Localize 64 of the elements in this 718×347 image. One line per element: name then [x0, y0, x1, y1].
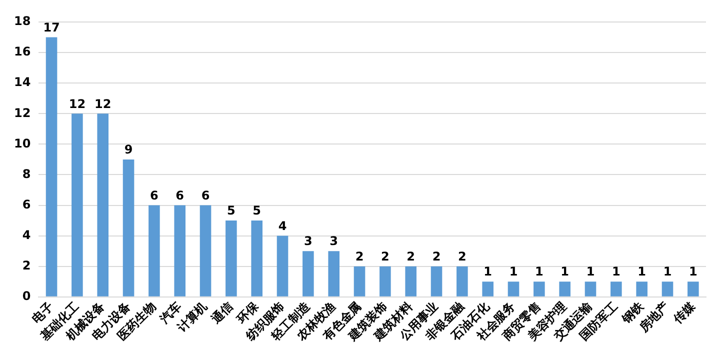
- y-tick-label: 18: [14, 14, 31, 28]
- bar: [328, 251, 340, 296]
- data-label: 1: [663, 264, 672, 279]
- bar: [688, 282, 699, 296]
- y-tick-label: 6: [22, 197, 31, 212]
- data-label: 1: [509, 264, 518, 279]
- bar: [72, 114, 83, 296]
- y-tick-label: 10: [14, 136, 31, 150]
- data-label: 1: [638, 264, 646, 279]
- bar: [354, 266, 366, 296]
- y-tick-label: 8: [22, 166, 31, 181]
- bar: [148, 205, 160, 296]
- y-tick-label: 14: [14, 75, 31, 90]
- data-label: 9: [124, 142, 133, 157]
- bar: [662, 282, 674, 296]
- data-label: 1: [586, 264, 595, 279]
- bar: [405, 266, 416, 296]
- bar: [559, 282, 570, 296]
- data-label: 6: [176, 188, 184, 202]
- bar: [584, 282, 596, 296]
- data-label: 3: [330, 234, 338, 248]
- bar: [636, 282, 648, 296]
- data-label: 2: [406, 249, 416, 264]
- bar: [122, 159, 134, 296]
- bar: [251, 220, 262, 296]
- data-label: 2: [458, 249, 466, 264]
- bar: [302, 251, 314, 296]
- y-tick-label: 0: [22, 289, 31, 303]
- y-tick-label: 16: [14, 44, 31, 59]
- bar: [534, 282, 545, 296]
- bar: [482, 282, 494, 296]
- bar: [456, 266, 468, 296]
- data-label: 5: [227, 204, 236, 218]
- bar: [226, 220, 237, 296]
- data-label: 5: [252, 204, 262, 218]
- y-tick-label: 12: [14, 106, 31, 120]
- y-tick-label: 4: [22, 228, 31, 242]
- y-tick-label: 2: [22, 258, 31, 272]
- data-label: 1: [560, 264, 570, 279]
- x-tick-label: 传媒: [670, 298, 698, 327]
- data-label: 6: [150, 188, 158, 202]
- data-label: 4: [278, 218, 287, 233]
- bar: [276, 236, 288, 296]
- data-label: 1: [484, 264, 492, 279]
- bar: [97, 114, 109, 296]
- data-label: 3: [304, 234, 312, 248]
- data-label: 2: [355, 249, 364, 264]
- bar: [200, 205, 212, 296]
- x-tick-label: 通信: [208, 299, 236, 327]
- data-label: 12: [68, 96, 86, 111]
- data-label: 2: [381, 249, 390, 264]
- data-label: 17: [43, 20, 60, 34]
- data-label: 12: [94, 96, 112, 111]
- data-label: 1: [534, 264, 544, 279]
- data-label: 2: [432, 249, 441, 264]
- bar: [174, 205, 186, 296]
- data-label: 1: [688, 264, 698, 279]
- data-label: 6: [201, 188, 210, 202]
- bar: [46, 37, 58, 296]
- data-label: 1: [612, 264, 620, 279]
- bar: [508, 282, 520, 296]
- bar: [610, 282, 622, 296]
- bar: [430, 266, 442, 296]
- bar: [380, 266, 391, 296]
